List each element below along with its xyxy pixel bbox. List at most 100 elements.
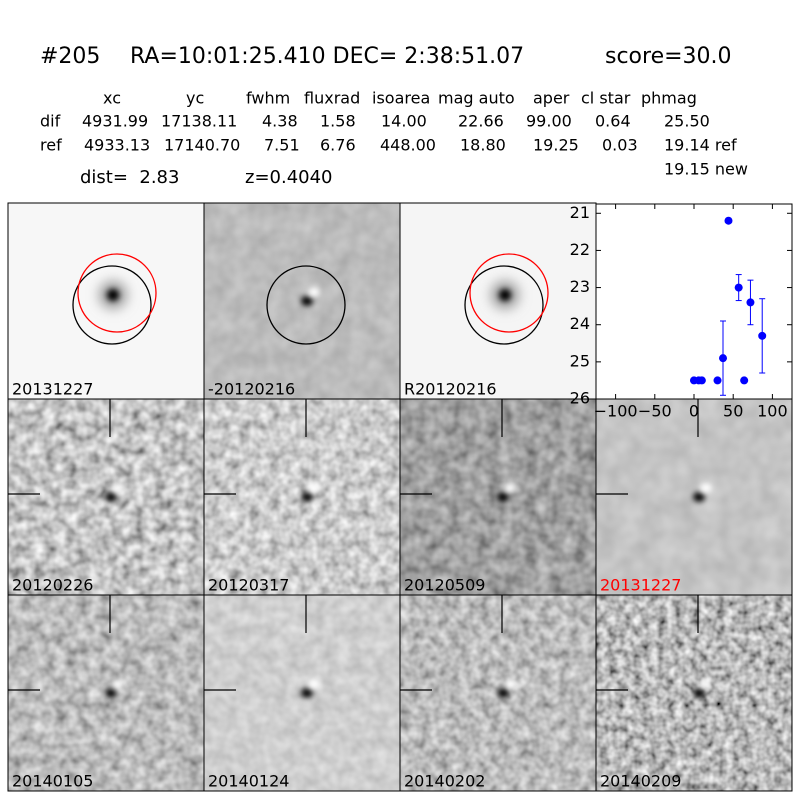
image-stamp: [204, 595, 400, 791]
table-cell: 1.58: [320, 112, 356, 131]
stamp-label: 20140209: [600, 772, 681, 791]
stamp-label: 20120226: [12, 576, 93, 595]
stamp-label: 20140202: [404, 772, 485, 791]
x-tick-label: 0: [689, 402, 699, 421]
table-cell: 4.38: [262, 112, 298, 131]
x-tick-label: 100: [757, 402, 788, 421]
stamp-label: 20120317: [208, 576, 289, 595]
dipole-bright: [112, 483, 124, 493]
table-cell: 19.25: [533, 136, 579, 155]
row-label: ref: [40, 136, 62, 155]
image-stamp: [400, 595, 596, 791]
score: score=30.0: [605, 44, 732, 69]
dipole-dark: [105, 688, 117, 698]
stamp-label: -20120216: [208, 380, 295, 399]
dipole-bright: [700, 483, 712, 493]
image-stamp: [204, 203, 400, 399]
stamp-label: 20140105: [12, 772, 93, 791]
column-header: phmag: [641, 89, 697, 108]
column-header: isoarea: [372, 89, 430, 108]
dipole-dark: [497, 492, 509, 502]
data-point: [719, 354, 728, 363]
aperture-black: [464, 265, 544, 345]
y-tick-label: 22: [570, 240, 590, 259]
stamp-label: R20120216: [404, 380, 497, 399]
dipole-bright: [700, 679, 712, 689]
data-point: [746, 298, 755, 307]
table-cell: 0.64: [595, 112, 631, 131]
aperture-black: [266, 265, 346, 345]
coordinates: RA=10:01:25.410 DEC= 2:38:51.07: [130, 44, 524, 69]
table-cell: 99.00: [526, 112, 572, 131]
column-header: fwhm: [246, 89, 290, 108]
image-stamp: [400, 399, 596, 595]
table-cell: 6.76: [320, 136, 356, 155]
column-header: cl star: [581, 89, 631, 108]
x-tick-label: −100: [594, 402, 638, 421]
stamp-label: 20120509: [404, 576, 485, 595]
y-tick-label: 24: [570, 314, 590, 333]
aperture-red: [77, 253, 157, 333]
table-cell: 4931.99: [82, 112, 148, 131]
x-tick-label: −50: [638, 402, 672, 421]
table-cell: 22.66: [458, 112, 504, 131]
y-tick-label: 21: [570, 203, 590, 222]
stamp-frame: [595, 594, 793, 792]
dipole-bright: [308, 287, 320, 297]
data-point: [758, 331, 767, 340]
row-label: dif: [40, 112, 61, 131]
table-cell: 448.00: [380, 136, 436, 155]
y-tick-label: 25: [570, 351, 590, 370]
image-stamp: [8, 595, 204, 791]
data-point: [734, 283, 743, 292]
data-point: [713, 376, 722, 385]
table-cell: 18.80: [460, 136, 506, 155]
aperture-red: [469, 253, 549, 333]
galaxy-core: [499, 289, 511, 301]
column-header: mag auto: [438, 89, 515, 108]
table-cell: 17138.11: [161, 112, 237, 131]
dipole-bright: [504, 679, 516, 689]
dipole-dark: [301, 688, 313, 698]
candidate-id: #205: [40, 44, 100, 69]
column-header: xc: [103, 89, 121, 108]
table-cell: 14.00: [381, 112, 427, 131]
x-tick-label: 50: [723, 402, 743, 421]
image-stamp: [8, 203, 204, 399]
image-stamp: [596, 595, 792, 791]
stamp-label: 20131227: [600, 576, 681, 595]
table-cell: 4933.13: [84, 136, 150, 155]
image-stamp: [204, 399, 400, 595]
redshift: z=0.4040: [245, 167, 333, 188]
plot-frame: [595, 203, 793, 400]
dipole-dark: [301, 296, 313, 306]
dipole-bright: [504, 483, 516, 493]
image-stamp: [8, 399, 204, 595]
aperture-black: [72, 265, 152, 345]
dist: dist= 2.83: [80, 167, 179, 188]
data-point: [740, 376, 749, 385]
column-header: fluxrad: [304, 89, 360, 108]
y-tick-label: 26: [570, 389, 590, 408]
table-cell: 19.14 ref: [664, 136, 737, 155]
y-tick-label: 23: [570, 277, 590, 296]
plot-background: [596, 204, 792, 399]
table-cell: 7.51: [264, 136, 300, 155]
column-header: aper: [533, 89, 570, 108]
dipole-bright: [308, 679, 320, 689]
stamp-label: 20131227: [12, 380, 93, 399]
galaxy-core: [107, 289, 119, 301]
image-stamp: [596, 399, 792, 595]
table-cell: 25.50: [664, 112, 710, 131]
dipole-dark: [693, 688, 705, 698]
image-stamp: [400, 203, 596, 399]
dipole-dark: [105, 492, 117, 502]
dipole-bright: [112, 679, 124, 689]
dipole-bright: [308, 483, 320, 493]
table-cell: 17140.70: [164, 136, 240, 155]
data-point: [697, 376, 706, 385]
dipole-dark: [497, 688, 509, 698]
table-cell: 0.03: [602, 136, 638, 155]
